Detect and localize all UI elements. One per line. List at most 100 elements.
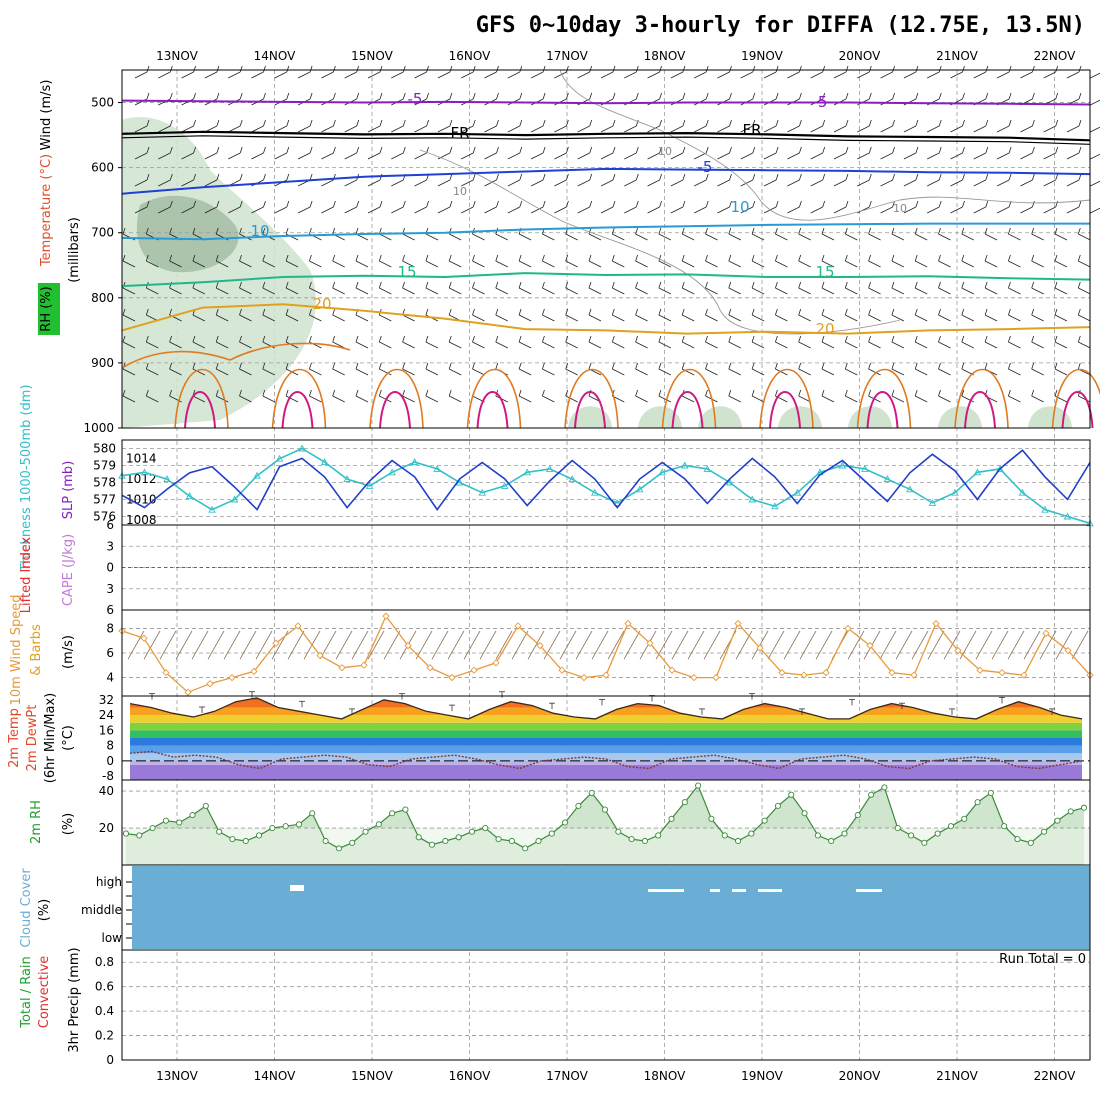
wind-barb-flag: [519, 92, 523, 100]
wind-barb-flag: [169, 119, 173, 127]
loop-orange: [466, 368, 522, 429]
wind-barb: [344, 206, 357, 214]
wind-barb-flag: [286, 92, 290, 100]
wind-barb: [950, 206, 963, 214]
pressure-tick-label: 900: [91, 356, 114, 370]
wind-barb: [530, 152, 544, 160]
wind-barb: [927, 206, 940, 214]
wind-barb-flag: [962, 119, 965, 127]
wind-barb-flag: [1077, 335, 1081, 343]
rh-marker: [788, 791, 795, 798]
rh-area: [126, 785, 1084, 865]
wind-barb-flag: [635, 281, 638, 289]
wind-barb: [507, 152, 520, 160]
wind-barb: [868, 368, 881, 376]
loop-orange: [759, 368, 814, 429]
wind-barb: [181, 152, 194, 160]
wind-barb-flag: [286, 119, 290, 127]
wind-barb: [705, 233, 718, 241]
wind-barb: [751, 368, 765, 376]
rh-marker: [961, 815, 968, 822]
wind10-panel: 4 6 8: [106, 612, 1094, 696]
wind-barb: [880, 71, 893, 79]
rh-marker: [189, 812, 196, 819]
wind-barb: [845, 287, 858, 295]
wind-barb-flag: [844, 362, 848, 370]
date-label-top: 13NOV: [156, 49, 198, 63]
wind-barb: [600, 125, 614, 133]
thickness-tick: 577: [93, 493, 116, 507]
wind-barb-flag: [822, 119, 826, 127]
wind-barb-flag: [565, 362, 569, 370]
wind-barb-flag: [565, 254, 569, 262]
wind-barb: [694, 179, 707, 187]
wind-barb: [577, 206, 590, 214]
date-label-bottom: 13NOV: [156, 1069, 198, 1083]
wind-barb: [775, 341, 788, 349]
loop-magenta: [866, 391, 899, 429]
wind-barb-flag: [868, 227, 871, 235]
wind-barb-flag: [1055, 200, 1059, 208]
wind-barb: [821, 395, 835, 403]
li-tick: 3: [106, 582, 114, 596]
wind-barb: [624, 179, 637, 187]
wind-barb: [1043, 152, 1056, 160]
wind-barb: [880, 152, 893, 160]
rh-marker: [216, 828, 223, 835]
rh-marker: [322, 837, 329, 845]
wind-barb: [309, 260, 322, 268]
label-10m-wind: 10m Wind Speed: [9, 595, 24, 706]
wind-barb-flag: [775, 227, 778, 235]
wind-barb-flag: [355, 254, 359, 262]
rh-marker: [641, 837, 648, 845]
wind-barb: [647, 71, 660, 79]
wind-barb: [821, 341, 835, 349]
wind-barb: [146, 287, 159, 295]
isotherm--5: [121, 167, 1091, 195]
wind-speed-marker: [844, 624, 852, 633]
loop-magenta: [476, 391, 509, 429]
wind-barb-10m: [655, 630, 673, 660]
wind-barb-flag: [821, 227, 825, 235]
wind-barb-flag: [659, 65, 662, 73]
wind-barb-flag: [938, 119, 942, 127]
li-tick: 3: [106, 539, 114, 553]
wind-barb-flag: [496, 119, 499, 127]
wind-barb: [309, 314, 322, 322]
wind-barb-flag: [938, 65, 942, 73]
wind-barb: [367, 152, 381, 160]
wind-barb-flag: [868, 92, 872, 100]
wind-barb: [833, 125, 847, 133]
wind-barb-flag: [659, 200, 662, 208]
wind-barb: [751, 395, 765, 403]
wind-barb: [810, 179, 823, 187]
wind-barb-flag: [1054, 362, 1058, 370]
wind-barb-flag: [355, 335, 359, 343]
wind-barb: [542, 260, 555, 268]
wind-barb-flag: [728, 389, 732, 397]
wind-barb-flag: [192, 362, 196, 370]
wind-barb-flag: [122, 254, 126, 262]
wind-barb-flag: [659, 119, 662, 127]
wind-barb: [518, 260, 532, 268]
wind-barb-flag: [285, 227, 289, 235]
wind-barb: [670, 179, 684, 187]
wind-barb: [542, 341, 555, 349]
rh-marker: [1054, 817, 1061, 824]
rh-marker: [894, 824, 901, 832]
wind-barb-flag: [216, 146, 220, 154]
wind-barb-flag: [984, 254, 988, 262]
wind-barb-flag: [868, 308, 871, 316]
wind-barb: [798, 341, 811, 349]
wind-barb-flag: [868, 200, 872, 208]
wind-barb-flag: [378, 254, 382, 262]
date-label-bottom: 20NOV: [839, 1069, 881, 1083]
wind-barb-flag: [962, 65, 965, 73]
wind-barb-flag: [309, 389, 312, 397]
wind-barb-10m: [895, 630, 913, 660]
wind-speed-marker: [1042, 629, 1050, 637]
wind-barb: [751, 233, 765, 241]
wind-barb: [344, 179, 357, 187]
wind-barb-flag: [356, 65, 360, 73]
wind-barb-10m: [671, 630, 689, 660]
